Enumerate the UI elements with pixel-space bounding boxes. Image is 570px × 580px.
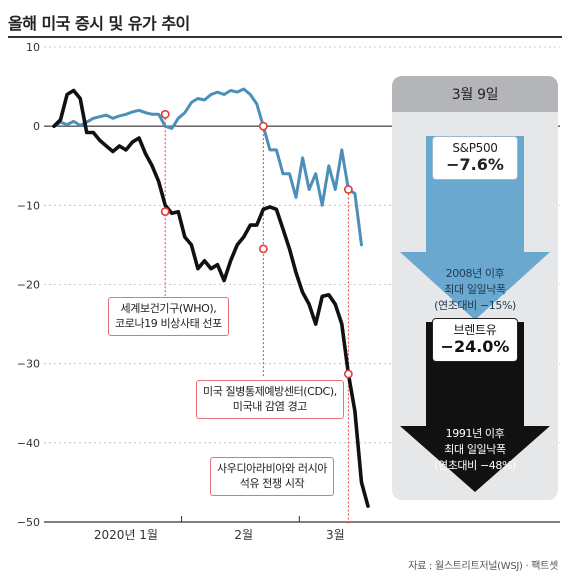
annotation-cdc: 미국 질병통제예방센터(CDC), 미국내 감염 경고 [196,380,344,419]
event-marker-1-1 [258,244,268,254]
annotation-cdc-line2: 미국내 감염 경고 [232,400,308,414]
oil-note-line2: 최대 일일낙폭 [444,442,506,456]
series-line-sp500 [52,87,363,247]
x-tick-label: 2월 [234,528,253,542]
x-tick-label: 3월 [326,528,345,542]
x-tick-labels: 2020년 1월 2월 3월 [94,516,345,542]
event-marker-1-0 [258,121,268,131]
sp-note-line2: 최대 일일낙폭 [444,282,506,296]
title-divider [8,36,562,38]
y-tick-labels: 10 0 −10 −20 −30 −40 −50 [17,41,40,529]
sp-name: S&P500 [452,141,498,155]
sp-note-line3: (연초대비 −15%) [434,298,516,312]
annotation-cdc-line1: 미국 질병통제예방센터(CDC), [203,385,337,398]
y-tick-label: −40 [17,437,40,450]
y-tick-label: −20 [17,279,40,292]
source-note: 자료 : 월스트리트저널(WSJ) · 팩트셋 [408,561,558,572]
annotation-saudi: 사우디아라비아와 러시아 석유 전쟁 시작 [210,457,335,496]
series-lines [52,87,370,508]
annotation-saudi-line2: 석유 전쟁 시작 [239,477,305,491]
event-marker-2-1 [343,369,353,379]
panel-arrows [400,136,550,492]
event-marker-2-0 [343,185,353,194]
x-tick-label: 2020년 1월 [94,528,158,542]
y-tick-label: 0 [33,120,40,133]
oil-change: −24.0% [440,337,510,357]
oil-note-line3: (연초대비 −48%) [434,458,516,472]
event-marker-0-0 [160,109,170,119]
sp-value-box: S&P500 −7.6% [432,136,518,180]
oil-note-line1: 1991년 이후 [445,427,505,440]
annotation-who-line1: 세계보건기구(WHO), [120,302,217,315]
annotation-who: 세계보건기구(WHO), 코로나19 비상사태 선포 [108,297,229,336]
oil-down-arrow-icon [400,322,550,492]
sp-note-line1: 2008년 이후 [445,267,505,280]
chart-title: 올해 미국 증시 및 유가 추이 [8,14,190,33]
annotation-who-line2: 코로나19 비상사태 선포 [115,317,222,331]
annotation-saudi-line1: 사우디아라비아와 러시아 [217,462,328,475]
sp-note: 2008년 이후 최대 일일낙폭 (연초대비 −15%) [392,266,558,314]
y-tick-label: −30 [17,358,40,371]
oil-note: 1991년 이후 최대 일일낙폭 (연초대비 −48%) [392,426,558,474]
y-tick-label: −50 [17,516,40,529]
series-line-brent [52,88,370,508]
oil-value-box: 브렌트유 −24.0% [432,318,518,362]
y-tick-label: −10 [17,199,40,212]
y-tick-label: 10 [26,41,40,54]
summary-panel: 3월 9일 S&P500 −7.6% 2008년 이후 최대 일일낙폭 (연초대… [392,76,558,500]
event-markers [160,109,353,379]
panel-date: 3월 9일 [392,76,558,112]
oil-name: 브렌트유 [453,323,497,337]
sp-down-arrow-icon [400,136,550,320]
event-marker-0-1 [160,207,170,217]
sp-change: −7.6% [446,155,504,175]
